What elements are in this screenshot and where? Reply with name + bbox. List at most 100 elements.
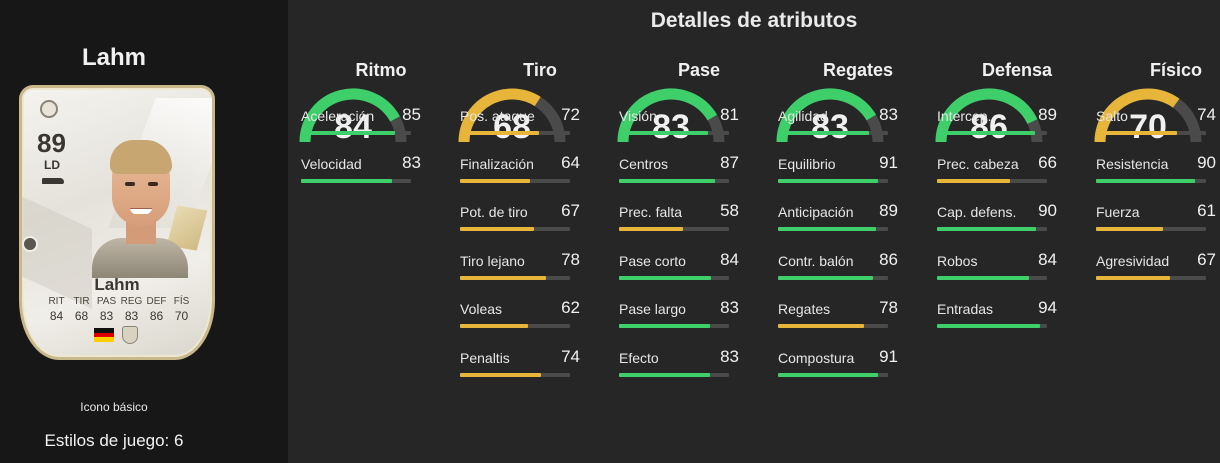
- attribute-bar: [778, 131, 888, 135]
- attribute-value: 85: [402, 105, 421, 124]
- attribute-name: Cap. defens.: [937, 204, 1017, 220]
- attribute-name: Salto: [1096, 108, 1128, 124]
- attribute-bar-fill: [460, 179, 531, 183]
- section-title: Detalles de atributos: [650, 9, 858, 32]
- attribute-name: Visión: [619, 108, 657, 124]
- card-stat-label: REG: [120, 296, 143, 307]
- attribute-bar-fill: [460, 324, 529, 328]
- attribute-bar: [460, 179, 570, 183]
- attribute-value: 83: [879, 105, 898, 124]
- attribute-bar-fill: [301, 131, 395, 135]
- attribute-value: 66: [1038, 153, 1057, 172]
- attribute-value: 74: [561, 347, 580, 366]
- category-gauge: 83: [611, 88, 731, 152]
- attribute-row: Intercep. 89: [937, 105, 1097, 148]
- attribute-bar: [937, 324, 1047, 328]
- attribute-value: 72: [561, 105, 580, 124]
- attribute-row: Prec. cabeza 66: [937, 153, 1097, 196]
- attribute-name: Resistencia: [1096, 156, 1169, 172]
- attribute-bar-fill: [460, 131, 540, 135]
- attribute-value: 91: [879, 153, 898, 172]
- attribute-name: Penaltis: [460, 350, 510, 366]
- card-stat-value: 83: [99, 309, 114, 323]
- attribute-bar-fill: [460, 373, 542, 377]
- attribute-name: Prec. falta: [619, 204, 683, 220]
- attribute-bar: [460, 373, 570, 377]
- attribute-row: Prec. falta 58: [619, 201, 779, 244]
- attribute-name: Pos. ataque: [460, 108, 535, 124]
- attribute-value: 89: [1038, 105, 1057, 124]
- attribute-row: Aceleración 85: [301, 105, 461, 148]
- player-panel: Lahm 89 LD Lahm RIT TIR PAS REG DEF FÍS: [0, 0, 288, 463]
- gauge-fill: [617, 88, 718, 143]
- attribute-bar: [778, 179, 888, 183]
- attribute-bar: [778, 324, 888, 328]
- attribute-row: Pos. ataque 72: [460, 105, 620, 148]
- attribute-name: Pot. de tiro: [460, 204, 528, 220]
- attribute-row: Resistencia 90: [1096, 153, 1220, 196]
- attribute-name: Entradas: [937, 301, 994, 317]
- attribute-value: 62: [561, 298, 580, 317]
- attribute-bar: [778, 373, 888, 377]
- attribute-name: Equilibrio: [778, 156, 836, 172]
- attribute-bar-fill: [937, 131, 1035, 135]
- icon-club-badge-icon: [122, 326, 138, 344]
- attribute-bar: [619, 131, 729, 135]
- attribute-bar: [937, 276, 1047, 280]
- attribute-value: 86: [879, 250, 898, 269]
- gauge-fill: [1094, 88, 1180, 143]
- attribute-name: Agilidad: [778, 108, 828, 124]
- category-value: 86: [970, 108, 1008, 146]
- attribute-name: Efecto: [619, 350, 659, 366]
- boot-icon: [42, 178, 64, 184]
- attribute-row: Pot. de tiro 67: [460, 201, 620, 244]
- attribute-name: Compostura: [778, 350, 855, 366]
- category-name: Pase: [677, 60, 721, 80]
- attribute-bar: [1096, 179, 1206, 183]
- attribute-bar: [937, 227, 1047, 231]
- attribute-bar-fill: [460, 227, 534, 231]
- attribute-bar-fill: [778, 276, 873, 280]
- attribute-row: Pase corto 84: [619, 250, 779, 293]
- attribute-name: Pase largo: [619, 301, 686, 317]
- card-stat-value: 84: [49, 309, 64, 323]
- attribute-bar: [301, 179, 411, 183]
- card-stat-value: 86: [149, 309, 164, 323]
- attribute-bar: [619, 324, 729, 328]
- player-card[interactable]: 89 LD Lahm RIT TIR PAS REG DEF FÍS 84 68…: [19, 85, 215, 360]
- playstyles-count[interactable]: Estilos de juego: 6: [44, 431, 184, 450]
- attribute-row: Equilibrio 91: [778, 153, 938, 196]
- attribute-bar: [778, 276, 888, 280]
- attribute-row: Contr. balón 86: [778, 250, 938, 293]
- attribute-bar-fill: [778, 179, 879, 183]
- attribute-name: Finalización: [460, 156, 534, 172]
- attribute-value: 90: [1197, 153, 1216, 172]
- attribute-value: 58: [720, 201, 739, 220]
- attribute-bar-fill: [619, 227, 683, 231]
- attribute-value: 83: [720, 347, 739, 366]
- attribute-bar-fill: [619, 373, 711, 377]
- attribute-name: Anticipación: [778, 204, 854, 220]
- category-value: 84: [334, 108, 372, 146]
- category-name: Defensa: [981, 60, 1053, 80]
- attribute-bar: [1096, 276, 1206, 280]
- attribute-row: Pase largo 83: [619, 298, 779, 341]
- attribute-bar-fill: [619, 276, 712, 280]
- category-value: 83: [811, 108, 849, 146]
- attribute-value: 81: [720, 105, 739, 124]
- attribute-bar-fill: [619, 131, 709, 135]
- card-type-label: Icono básico: [80, 400, 148, 414]
- attribute-name: Voleas: [460, 301, 503, 317]
- gauge-fill: [776, 88, 877, 143]
- category-gauge: 86: [929, 88, 1049, 152]
- attribute-name: Prec. cabeza: [937, 156, 1019, 172]
- attribute-row: Agresividad 67: [1096, 250, 1220, 293]
- gauge-fill: [299, 88, 400, 143]
- card-stat-label: FÍS: [173, 296, 190, 307]
- attribute-value: 78: [561, 250, 580, 269]
- attribute-value: 64: [561, 153, 580, 172]
- attribute-value: 90: [1038, 201, 1057, 220]
- card-stat-label: DEF: [146, 296, 167, 307]
- attribute-bar-fill: [937, 227, 1036, 231]
- attribute-row: Salto 74: [1096, 105, 1220, 148]
